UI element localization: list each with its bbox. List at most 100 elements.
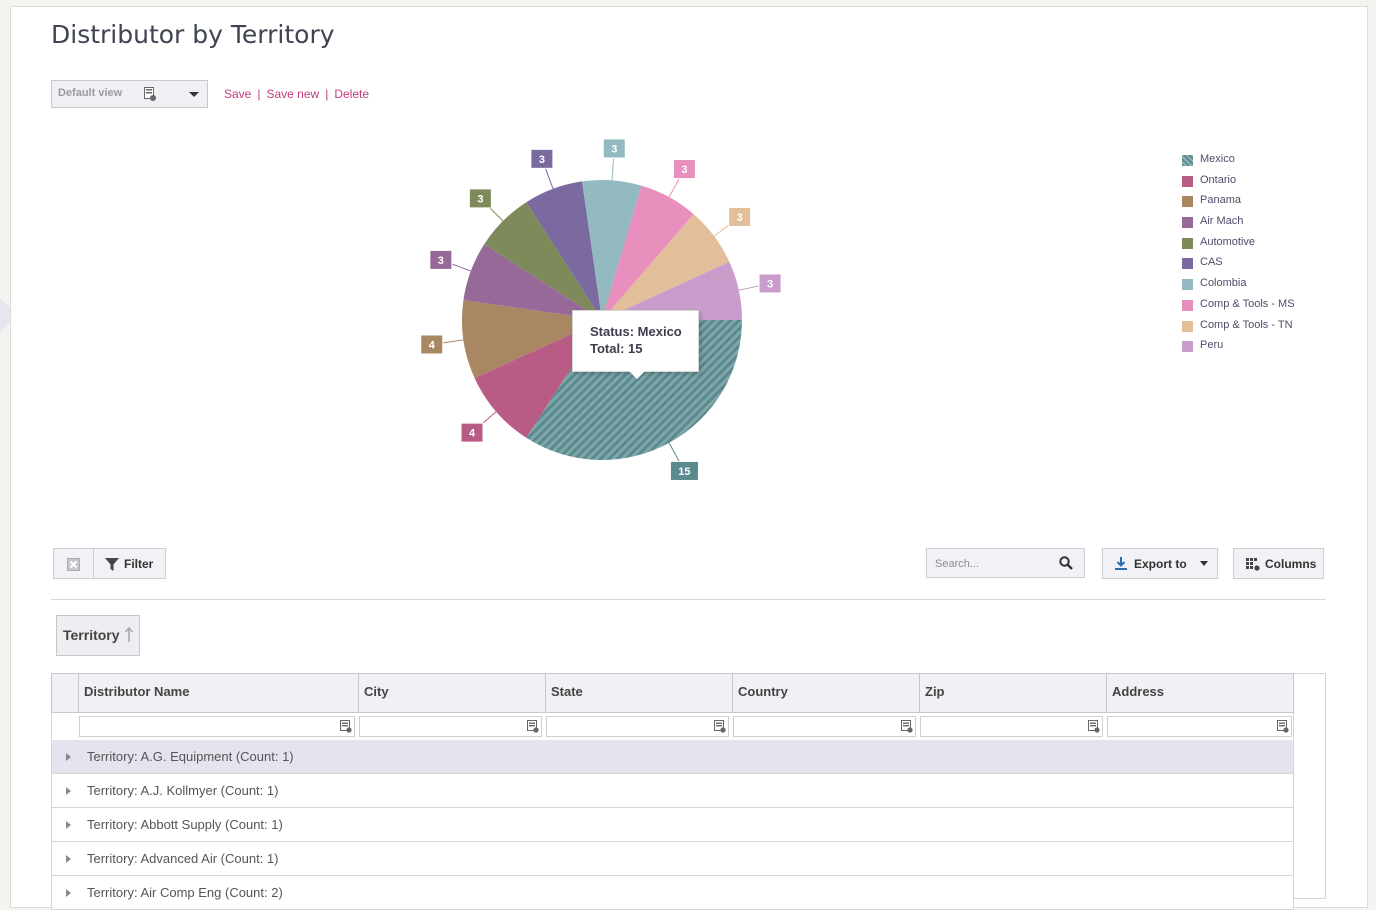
group-row-label: Territory: Air Comp Eng (Count: 2) [87, 885, 283, 900]
columns-icon [1246, 558, 1260, 571]
column-filter-input[interactable] [83, 719, 307, 736]
page-title: Distributor by Territory [51, 20, 335, 49]
filter-menu-icon[interactable] [1277, 720, 1289, 738]
column-header-label: City [364, 684, 389, 699]
column-header-label: Distributor Name [84, 684, 190, 699]
column-header-label: Address [1112, 684, 1165, 699]
legend-label: Peru [1200, 339, 1224, 352]
expand-arrow-icon[interactable] [66, 855, 71, 863]
pie-slice-panama[interactable] [462, 300, 602, 379]
view-select[interactable]: Default view [51, 80, 208, 108]
column-filter [79, 716, 355, 737]
divider [51, 599, 1326, 600]
pie-slice-air-mach[interactable] [463, 244, 602, 320]
column-filter-input[interactable] [1111, 719, 1262, 736]
expand-arrow-icon[interactable] [66, 821, 71, 829]
search-icon[interactable] [1059, 556, 1073, 570]
column-header[interactable]: City [358, 674, 545, 712]
filter-label: Filter [124, 557, 154, 571]
data-label: 3 [438, 255, 444, 267]
legend-label: CAS [1200, 256, 1223, 269]
column-filter [733, 716, 916, 737]
group-row[interactable]: Territory: Air Comp Eng (Count: 2) [51, 876, 1294, 910]
column-header[interactable]: State [545, 674, 732, 712]
column-filter [359, 716, 542, 737]
legend-label: Mexico [1200, 153, 1235, 165]
data-label-box [669, 460, 699, 481]
data-label: 3 [767, 278, 773, 290]
sort-ascending-icon [124, 627, 134, 642]
data-label-box [602, 138, 626, 159]
legend-label: Ontario [1200, 173, 1237, 186]
column-filter-input[interactable] [924, 719, 1073, 736]
legend-label: Automotive [1200, 235, 1256, 248]
search-box [926, 548, 1085, 578]
save-new-link[interactable]: Save new [266, 87, 320, 101]
save-link[interactable]: Save [224, 87, 252, 101]
download-icon [1115, 557, 1127, 570]
pie-slice-comp-tools-ms[interactable] [602, 185, 694, 320]
column-header[interactable]: Distributor Name [78, 674, 358, 712]
column-header[interactable]: Zip [919, 674, 1106, 712]
pie-slice-automotive[interactable] [484, 202, 602, 320]
data-label-box [728, 206, 752, 227]
data-label-box [530, 148, 554, 169]
legend-label: Air Mach [1200, 215, 1244, 228]
chart-tooltip: Status: Mexico Total: 15 [572, 310, 699, 379]
filter-menu-icon[interactable] [527, 720, 539, 738]
data-label: 4 [429, 339, 436, 351]
data-label: 4 [469, 428, 476, 440]
pie-slice-peru[interactable] [602, 261, 742, 320]
expand-arrow-icon[interactable] [66, 753, 71, 761]
group-row[interactable]: Territory: Advanced Air (Count: 1) [51, 842, 1294, 876]
columns-button[interactable]: Columns [1233, 548, 1324, 579]
group-row[interactable]: Territory: Abbott Supply (Count: 1) [51, 808, 1294, 842]
clear-icon [67, 558, 80, 571]
column-header-label: Zip [925, 684, 945, 699]
chevron-down-icon [1200, 561, 1208, 566]
export-button[interactable]: Export to [1102, 548, 1218, 579]
delete-link[interactable]: Delete [334, 87, 369, 101]
group-row-label: Territory: A.G. Equipment (Count: 1) [87, 749, 294, 764]
legend-swatch [1182, 299, 1193, 311]
data-label: 3 [477, 193, 483, 205]
view-settings-icon [144, 87, 156, 106]
data-label-box [468, 188, 492, 209]
group-row[interactable]: Territory: A.J. Kollmyer (Count: 1) [51, 774, 1294, 808]
pie-slice-colombia[interactable] [582, 180, 642, 320]
legend-swatch [1182, 175, 1193, 187]
grid-scroll-area [1294, 673, 1326, 899]
column-filter [1107, 716, 1292, 737]
filter-menu-icon[interactable] [340, 720, 352, 738]
column-filter [546, 716, 729, 737]
column-header[interactable]: Country [732, 674, 919, 712]
grid-filter-row [51, 713, 1294, 739]
legend-swatch [1182, 258, 1193, 270]
column-filter-input[interactable] [550, 719, 699, 736]
group-row[interactable]: Territory: A.G. Equipment (Count: 1) [51, 740, 1294, 774]
column-header-label: State [551, 684, 583, 699]
filter-menu-icon[interactable] [1088, 720, 1100, 738]
filter-button[interactable]: Filter [93, 548, 166, 579]
expand-arrow-icon[interactable] [66, 787, 71, 795]
column-filter-input[interactable] [737, 719, 886, 736]
legend-swatch [1182, 217, 1193, 229]
clear-filter-button[interactable] [53, 548, 94, 579]
view-actions: Save | Save new | Delete [224, 87, 369, 101]
filter-menu-icon[interactable] [901, 720, 913, 738]
column-filter-input[interactable] [363, 719, 512, 736]
pie-slice-comp-tools-tn[interactable] [602, 214, 730, 320]
group-label: Territory [63, 627, 120, 643]
expand-arrow-icon[interactable] [66, 889, 71, 897]
data-label: 3 [611, 143, 617, 155]
filter-icon [105, 558, 119, 571]
data-label-box [429, 249, 453, 270]
pie-slice-ontario[interactable] [474, 320, 602, 438]
column-header[interactable]: Address [1106, 674, 1295, 712]
legend-swatch [1182, 196, 1193, 208]
group-by-territory-chip[interactable]: Territory [56, 615, 140, 656]
pie-slice-cas[interactable] [526, 181, 602, 320]
legend-swatch [1182, 279, 1193, 291]
filter-menu-icon[interactable] [714, 720, 726, 738]
search-input[interactable] [933, 554, 1057, 574]
